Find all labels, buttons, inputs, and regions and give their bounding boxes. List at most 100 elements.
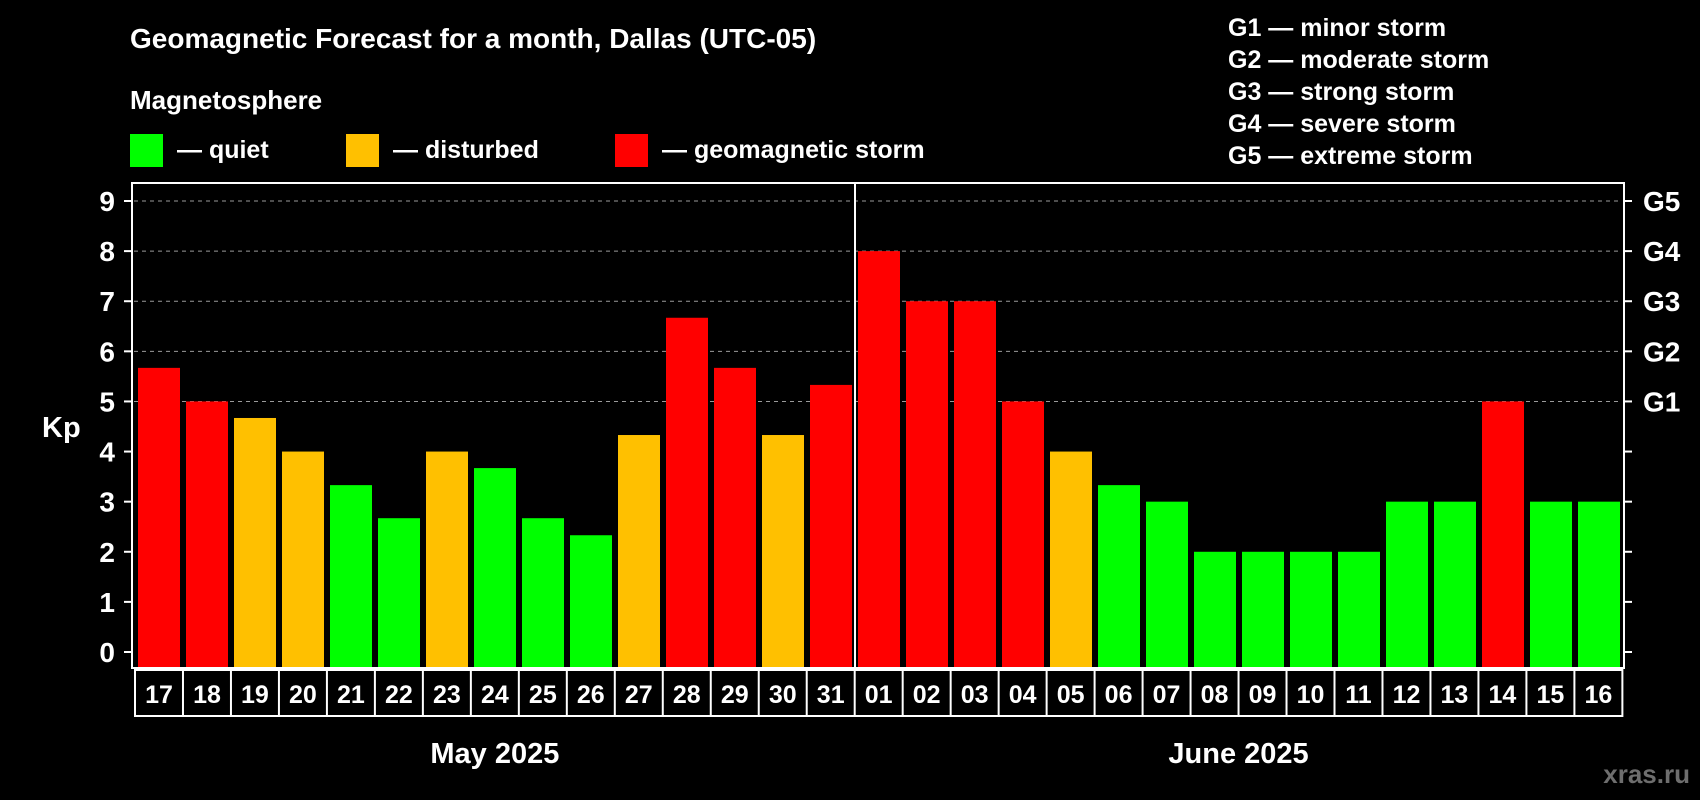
bar-19 [234,417,276,668]
watermark: xras.ru [1603,759,1690,789]
day-label-06: 06 [1105,681,1133,709]
storm-scale-g1: G1 — minor storm [1228,14,1446,42]
y-tick-label-2: 2 [99,537,115,568]
bar-13 [1434,501,1476,668]
day-label-14: 14 [1489,681,1517,709]
y-tick-label-4: 4 [99,437,115,468]
legend-swatch-disturbed [346,134,379,167]
y-tick-label-1: 1 [99,587,115,618]
day-label-29: 29 [721,681,749,709]
month-label-0: May 2025 [430,738,559,770]
bar-17 [138,367,180,668]
month-label-1: June 2025 [1168,738,1308,770]
bar-20 [282,451,324,668]
storm-scale-g4: G4 — severe storm [1228,110,1456,138]
day-label-17: 17 [145,681,173,709]
bar-01 [858,251,900,668]
day-label-27: 27 [625,681,653,709]
legend-label-storm: — geomagnetic storm [662,136,925,164]
day-label-13: 13 [1441,681,1469,709]
bar-16 [1578,501,1620,668]
day-label-22: 22 [385,681,413,709]
y-tick-label-9: 9 [99,186,115,217]
legend-swatch-quiet [130,134,163,167]
bar-27 [618,435,660,668]
bar-10 [1290,551,1332,668]
day-label-08: 08 [1201,681,1229,709]
storm-level-label-g1: G1 [1643,386,1680,417]
storm-level-label-g2: G2 [1643,336,1680,367]
day-label-11: 11 [1345,681,1372,709]
bar-18 [186,401,228,668]
legend-label-quiet: — quiet [177,136,269,164]
legend-heading: Magnetosphere [130,85,322,115]
bar-14 [1482,401,1524,668]
storm-scale-legend: G1 — minor storm G2 — moderate storm G3 … [1228,14,1489,170]
bar-09 [1242,551,1284,668]
bar-23 [426,451,468,668]
day-label-16: 16 [1584,681,1612,709]
x-axis-day-labels: 17 18 19 20 21 22 23 24 25 26 27 28 29 30 31 01 02 03 04 05… [134,669,1624,717]
y-tick-label-6: 6 [99,336,115,367]
x-axis-month-labels: May 2025 June 2025 [430,738,1308,770]
bar-24 [474,468,516,668]
day-label-05: 05 [1057,681,1085,709]
y-tick-label-8: 8 [99,236,115,267]
bar-04 [1002,401,1044,668]
legend-swatch-storm [615,134,648,167]
bar-07 [1146,501,1188,668]
y-tick-label-7: 7 [99,286,115,317]
bar-08 [1194,551,1236,668]
storm-scale-g5: G5 — extreme storm [1228,142,1473,170]
bar-15 [1530,501,1572,668]
storm-level-label-g3: G3 [1643,286,1680,317]
storm-scale-g3: G3 — strong storm [1228,78,1454,106]
bars [138,251,1620,668]
day-label-24: 24 [481,681,509,709]
legend: — quiet — disturbed — geomagnetic storm [130,134,925,167]
plot-frame [131,182,1625,669]
day-label-09: 09 [1249,681,1277,709]
bar-12 [1386,501,1428,668]
day-label-28: 28 [673,681,701,709]
bar-30 [762,435,804,668]
bar-25 [522,518,564,668]
storm-level-label-g4: G4 [1643,236,1681,267]
day-label-12: 12 [1393,681,1421,709]
bar-03 [954,301,996,668]
day-label-30: 30 [769,681,797,709]
y-tick-label-0: 0 [99,637,115,668]
bar-06 [1098,485,1140,668]
day-label-strip [134,669,1624,717]
storm-level-label-g5: G5 [1643,186,1680,217]
day-label-04: 04 [1009,681,1037,709]
day-label-01: 01 [865,681,893,709]
bar-31 [810,384,852,668]
bar-21 [330,485,372,668]
day-label-26: 26 [577,681,605,709]
day-label-31: 31 [817,681,845,709]
bar-28 [666,317,708,668]
y-tick-label-3: 3 [99,487,115,518]
day-label-10: 10 [1297,681,1325,709]
bar-22 [378,518,420,668]
day-label-15: 15 [1537,681,1565,709]
bar-05 [1050,451,1092,668]
y-axis: 0 1 2 3 4 5 6 7 8 9 [99,186,132,668]
right-axis: G1 G2 G3 G4 G5 [1624,186,1681,653]
day-label-25: 25 [529,681,557,709]
bar-11 [1338,551,1380,668]
chart-title: Geomagnetic Forecast for a month, Dallas… [130,23,816,54]
day-label-02: 02 [913,681,941,709]
bar-02 [906,301,948,668]
day-label-07: 07 [1153,681,1181,709]
bar-26 [570,535,612,668]
day-label-03: 03 [961,681,989,709]
day-label-20: 20 [289,681,317,709]
y-axis-label: Kp [42,412,81,444]
day-label-19: 19 [241,681,269,709]
bar-29 [714,367,756,668]
storm-scale-g2: G2 — moderate storm [1228,46,1489,74]
day-label-23: 23 [433,681,461,709]
